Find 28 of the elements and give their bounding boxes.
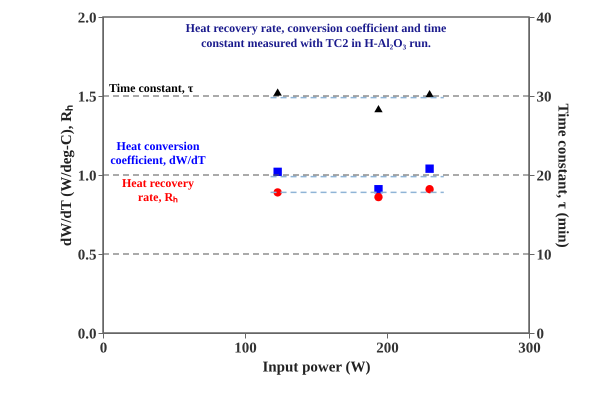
point — [273, 88, 282, 96]
y2-tick-label: 40 — [536, 10, 552, 26]
x-tick-label: 200 — [376, 340, 399, 356]
y2-axis-title: Time constant, τ (min) — [554, 103, 570, 248]
x-tick-label: 300 — [518, 340, 541, 356]
y-tick-label: 0.0 — [78, 326, 96, 342]
y-tick-label: 0.5 — [78, 248, 96, 264]
y-tick-label: 1.5 — [78, 90, 96, 106]
x-tick-label: 100 — [234, 340, 257, 356]
text: Time constant, τ — [109, 81, 194, 95]
x-tick-label: 0 — [100, 340, 108, 356]
y2-tick-label: 0 — [536, 326, 544, 342]
text: Heat conversion coefficient, dW/dT — [110, 139, 206, 167]
y-tick-label: 2.0 — [78, 10, 96, 26]
y2-tick-label: 10 — [536, 248, 552, 264]
y2-tick-label: 30 — [536, 90, 552, 106]
text: Heat recovery rate, Rₕ — [122, 176, 194, 204]
y2-tick-label: 20 — [536, 168, 552, 184]
y-tick-label: 1.0 — [78, 168, 96, 184]
point — [425, 185, 434, 194]
point — [374, 192, 383, 202]
point — [273, 168, 282, 176]
text: Heat recovery rate, conversion coefficient and time constant measured with TC2 in H-Al₂O₃ run. — [186, 21, 448, 50]
point — [425, 164, 434, 173]
point — [374, 105, 383, 112]
point — [425, 90, 434, 98]
x-axis-title: Input power (W) — [262, 360, 371, 376]
y-axis-title: dW/dT (W/deg-C), Rₕ — [58, 104, 75, 246]
